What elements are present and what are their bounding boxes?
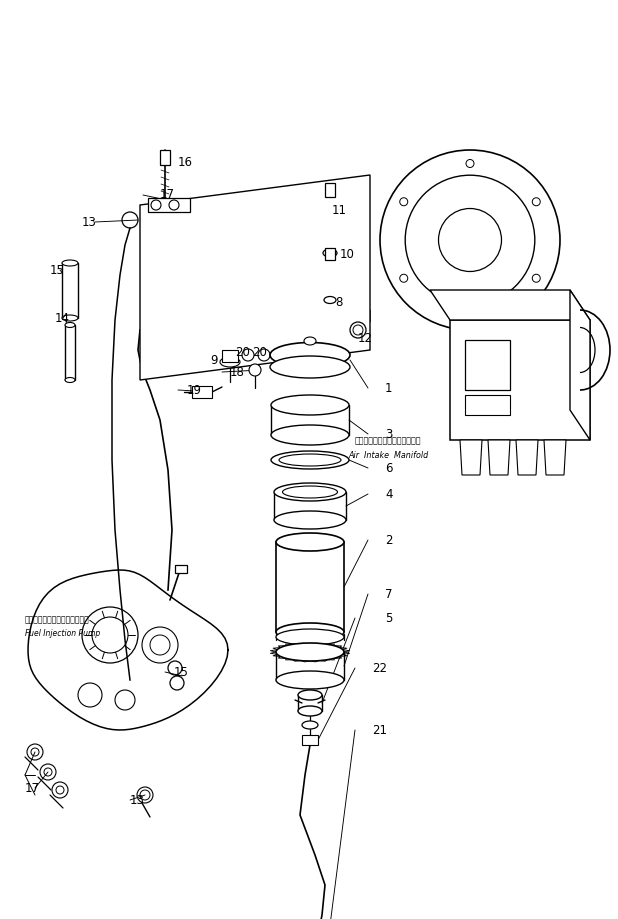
Bar	[148, 198, 190, 212]
Text: 21: 21	[372, 723, 387, 736]
Polygon shape	[544, 440, 566, 475]
Polygon shape	[140, 175, 370, 380]
Bar	[325, 248, 335, 260]
Text: 11: 11	[332, 203, 347, 217]
Text: 3: 3	[385, 427, 392, 440]
Text: 18: 18	[230, 366, 245, 379]
Ellipse shape	[304, 337, 316, 345]
Bar	[222, 350, 238, 362]
Text: 13: 13	[130, 793, 145, 807]
Text: 20: 20	[252, 346, 267, 359]
Text: 16: 16	[178, 155, 193, 168]
Text: 1: 1	[385, 381, 392, 394]
Text: 17: 17	[160, 188, 175, 201]
Text: 9: 9	[210, 354, 218, 367]
Ellipse shape	[274, 511, 346, 529]
Polygon shape	[310, 305, 370, 325]
Text: 15: 15	[174, 665, 189, 678]
Ellipse shape	[324, 297, 336, 303]
Ellipse shape	[276, 671, 344, 689]
Text: 5: 5	[385, 611, 392, 625]
Ellipse shape	[65, 378, 75, 382]
Bar	[192, 386, 212, 398]
Bar	[325, 183, 335, 197]
Bar	[302, 735, 318, 745]
Text: 4: 4	[385, 487, 392, 501]
Bar	[65, 325, 75, 380]
Text: 17: 17	[25, 781, 40, 795]
Text: 7: 7	[385, 587, 392, 600]
Text: 19: 19	[187, 383, 202, 396]
Ellipse shape	[302, 721, 318, 729]
Polygon shape	[570, 290, 590, 440]
Ellipse shape	[65, 323, 75, 327]
Ellipse shape	[271, 425, 349, 445]
Bar	[160, 150, 170, 165]
Bar	[465, 395, 510, 415]
Ellipse shape	[276, 629, 344, 645]
Text: Air  Intake  Manifold: Air Intake Manifold	[348, 450, 428, 460]
Bar	[175, 565, 187, 573]
Ellipse shape	[276, 533, 344, 551]
Text: エアーインテークマニホールド: エアーインテークマニホールド	[355, 437, 421, 446]
Polygon shape	[450, 320, 590, 440]
Ellipse shape	[282, 486, 337, 498]
Ellipse shape	[271, 395, 349, 415]
Ellipse shape	[276, 643, 344, 661]
Text: フェルインジェクションポンプ: フェルインジェクションポンプ	[25, 616, 90, 625]
Ellipse shape	[298, 706, 322, 716]
Polygon shape	[430, 290, 590, 320]
Text: 8: 8	[335, 296, 342, 309]
Text: Fuel Injection Pump: Fuel Injection Pump	[25, 630, 100, 639]
Polygon shape	[488, 440, 510, 475]
Text: 14: 14	[55, 312, 70, 324]
Text: 13: 13	[82, 215, 97, 229]
Bar	[465, 340, 510, 390]
Ellipse shape	[220, 357, 240, 367]
Ellipse shape	[276, 623, 344, 641]
Ellipse shape	[274, 483, 346, 501]
Text: 6: 6	[385, 461, 392, 474]
Ellipse shape	[62, 260, 78, 266]
Polygon shape	[460, 440, 482, 475]
Bar	[62, 263, 78, 318]
Ellipse shape	[279, 454, 341, 466]
Ellipse shape	[270, 356, 350, 378]
Ellipse shape	[323, 249, 337, 257]
Text: 2: 2	[385, 534, 392, 547]
Ellipse shape	[62, 315, 78, 321]
Text: 15: 15	[50, 264, 65, 277]
Ellipse shape	[270, 343, 350, 368]
Ellipse shape	[271, 451, 349, 469]
Text: 22: 22	[372, 662, 387, 675]
Text: 10: 10	[340, 248, 355, 262]
Text: 12: 12	[358, 332, 373, 345]
Circle shape	[249, 364, 261, 376]
Ellipse shape	[298, 690, 322, 700]
Text: 20: 20	[235, 346, 250, 359]
Polygon shape	[516, 440, 538, 475]
